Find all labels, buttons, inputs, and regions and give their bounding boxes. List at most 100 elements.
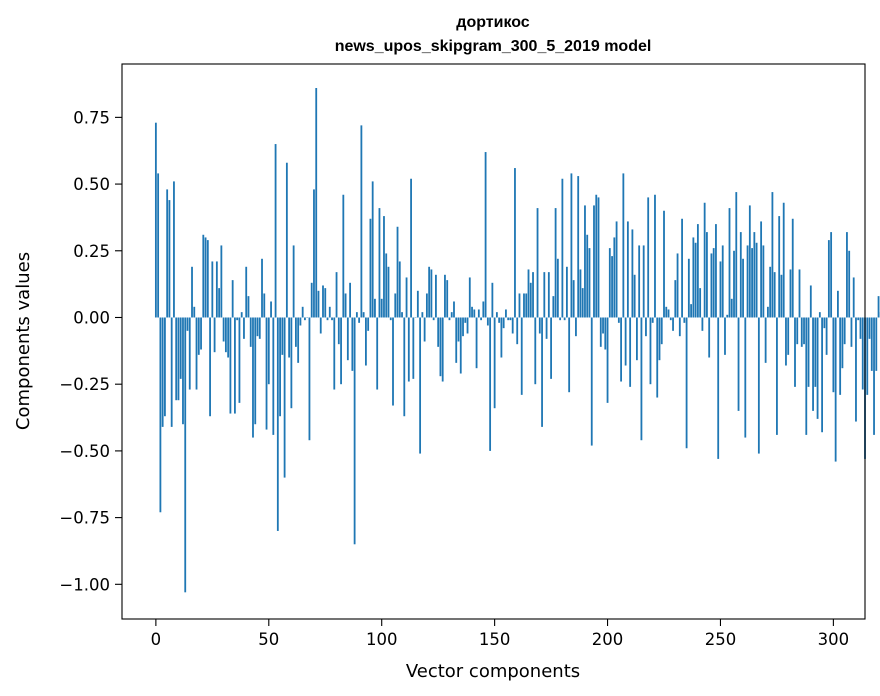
bar: [516, 317, 519, 345]
bar: [179, 317, 182, 379]
bar: [392, 317, 394, 406]
bar: [333, 317, 336, 390]
bar: [841, 317, 844, 369]
bar: [665, 306, 668, 318]
bar: [416, 290, 419, 318]
bar: [211, 261, 214, 318]
bar: [477, 309, 480, 318]
bar: [197, 317, 200, 355]
bar: [215, 261, 218, 318]
bar: [362, 312, 365, 318]
bar: [292, 245, 295, 318]
plot-frame: [121, 63, 866, 620]
bar: [812, 317, 814, 411]
bar: [222, 317, 225, 342]
bar: [552, 296, 555, 318]
bar: [401, 312, 403, 318]
bar: [699, 288, 702, 318]
bar: [651, 317, 654, 323]
bar: [437, 317, 440, 347]
bar: [209, 317, 211, 417]
bar: [276, 317, 279, 531]
bar: [267, 317, 270, 385]
y-tick-label: 0.25: [73, 242, 110, 261]
bar: [204, 237, 207, 318]
bar: [161, 317, 164, 427]
bar: [861, 317, 864, 390]
bar: [746, 245, 749, 318]
bar: [294, 317, 297, 347]
bar: [827, 240, 830, 318]
bar: [315, 88, 318, 318]
bar: [617, 317, 620, 323]
bar: [446, 280, 449, 318]
bar: [224, 317, 227, 353]
bar: [764, 317, 767, 363]
bar: [374, 298, 376, 318]
bar: [606, 317, 609, 403]
bar: [816, 317, 819, 419]
bar: [301, 306, 304, 318]
bar: [762, 245, 765, 318]
bar: [852, 277, 855, 318]
bar: [868, 317, 871, 339]
bar: [832, 317, 835, 393]
bar: [220, 245, 223, 318]
bar: [778, 216, 781, 318]
bar: [394, 293, 397, 318]
bar: [554, 208, 557, 318]
bar: [794, 317, 796, 387]
bar: [550, 317, 552, 379]
bar: [419, 317, 422, 454]
x-tick-label: 250: [705, 630, 737, 649]
bar: [355, 312, 358, 318]
bar: [168, 200, 171, 318]
bar: [543, 272, 546, 318]
bar: [577, 176, 580, 318]
bar: [667, 309, 670, 318]
bar: [611, 256, 613, 318]
y-tick-label: −0.25: [59, 375, 110, 394]
bar: [240, 312, 243, 318]
bar: [572, 280, 575, 318]
bar: [495, 312, 498, 318]
bar: [455, 317, 458, 363]
bar: [660, 317, 663, 345]
bar: [559, 317, 562, 321]
bar: [175, 317, 178, 401]
bar: [324, 288, 327, 318]
bar: [281, 317, 284, 355]
bar: [870, 317, 873, 371]
bar: [331, 317, 333, 321]
bar: [805, 317, 808, 435]
bar: [629, 317, 632, 387]
bar: [687, 258, 690, 318]
bar: [186, 317, 189, 331]
bar: [256, 317, 259, 337]
bar: [631, 229, 634, 318]
bar: [721, 245, 724, 318]
bar: [575, 317, 577, 337]
bar: [308, 317, 311, 441]
bar: [563, 317, 566, 321]
bar: [425, 293, 428, 318]
bar: [658, 317, 661, 361]
bar: [261, 258, 263, 318]
bar: [297, 317, 300, 363]
bar: [696, 224, 699, 318]
bar: [441, 317, 444, 382]
bar: [597, 197, 600, 318]
bar: [371, 181, 374, 318]
bar: [299, 317, 302, 326]
bar: [159, 317, 162, 513]
bar: [489, 317, 492, 451]
bar: [590, 317, 593, 446]
bar: [624, 317, 627, 366]
bar: [154, 122, 157, 318]
bar: [877, 296, 880, 318]
bar: [423, 317, 426, 342]
bar: [674, 280, 677, 318]
x-axis-label: Vector components: [406, 661, 580, 682]
bar: [310, 282, 313, 318]
y-tick-label: −1.00: [59, 575, 110, 594]
